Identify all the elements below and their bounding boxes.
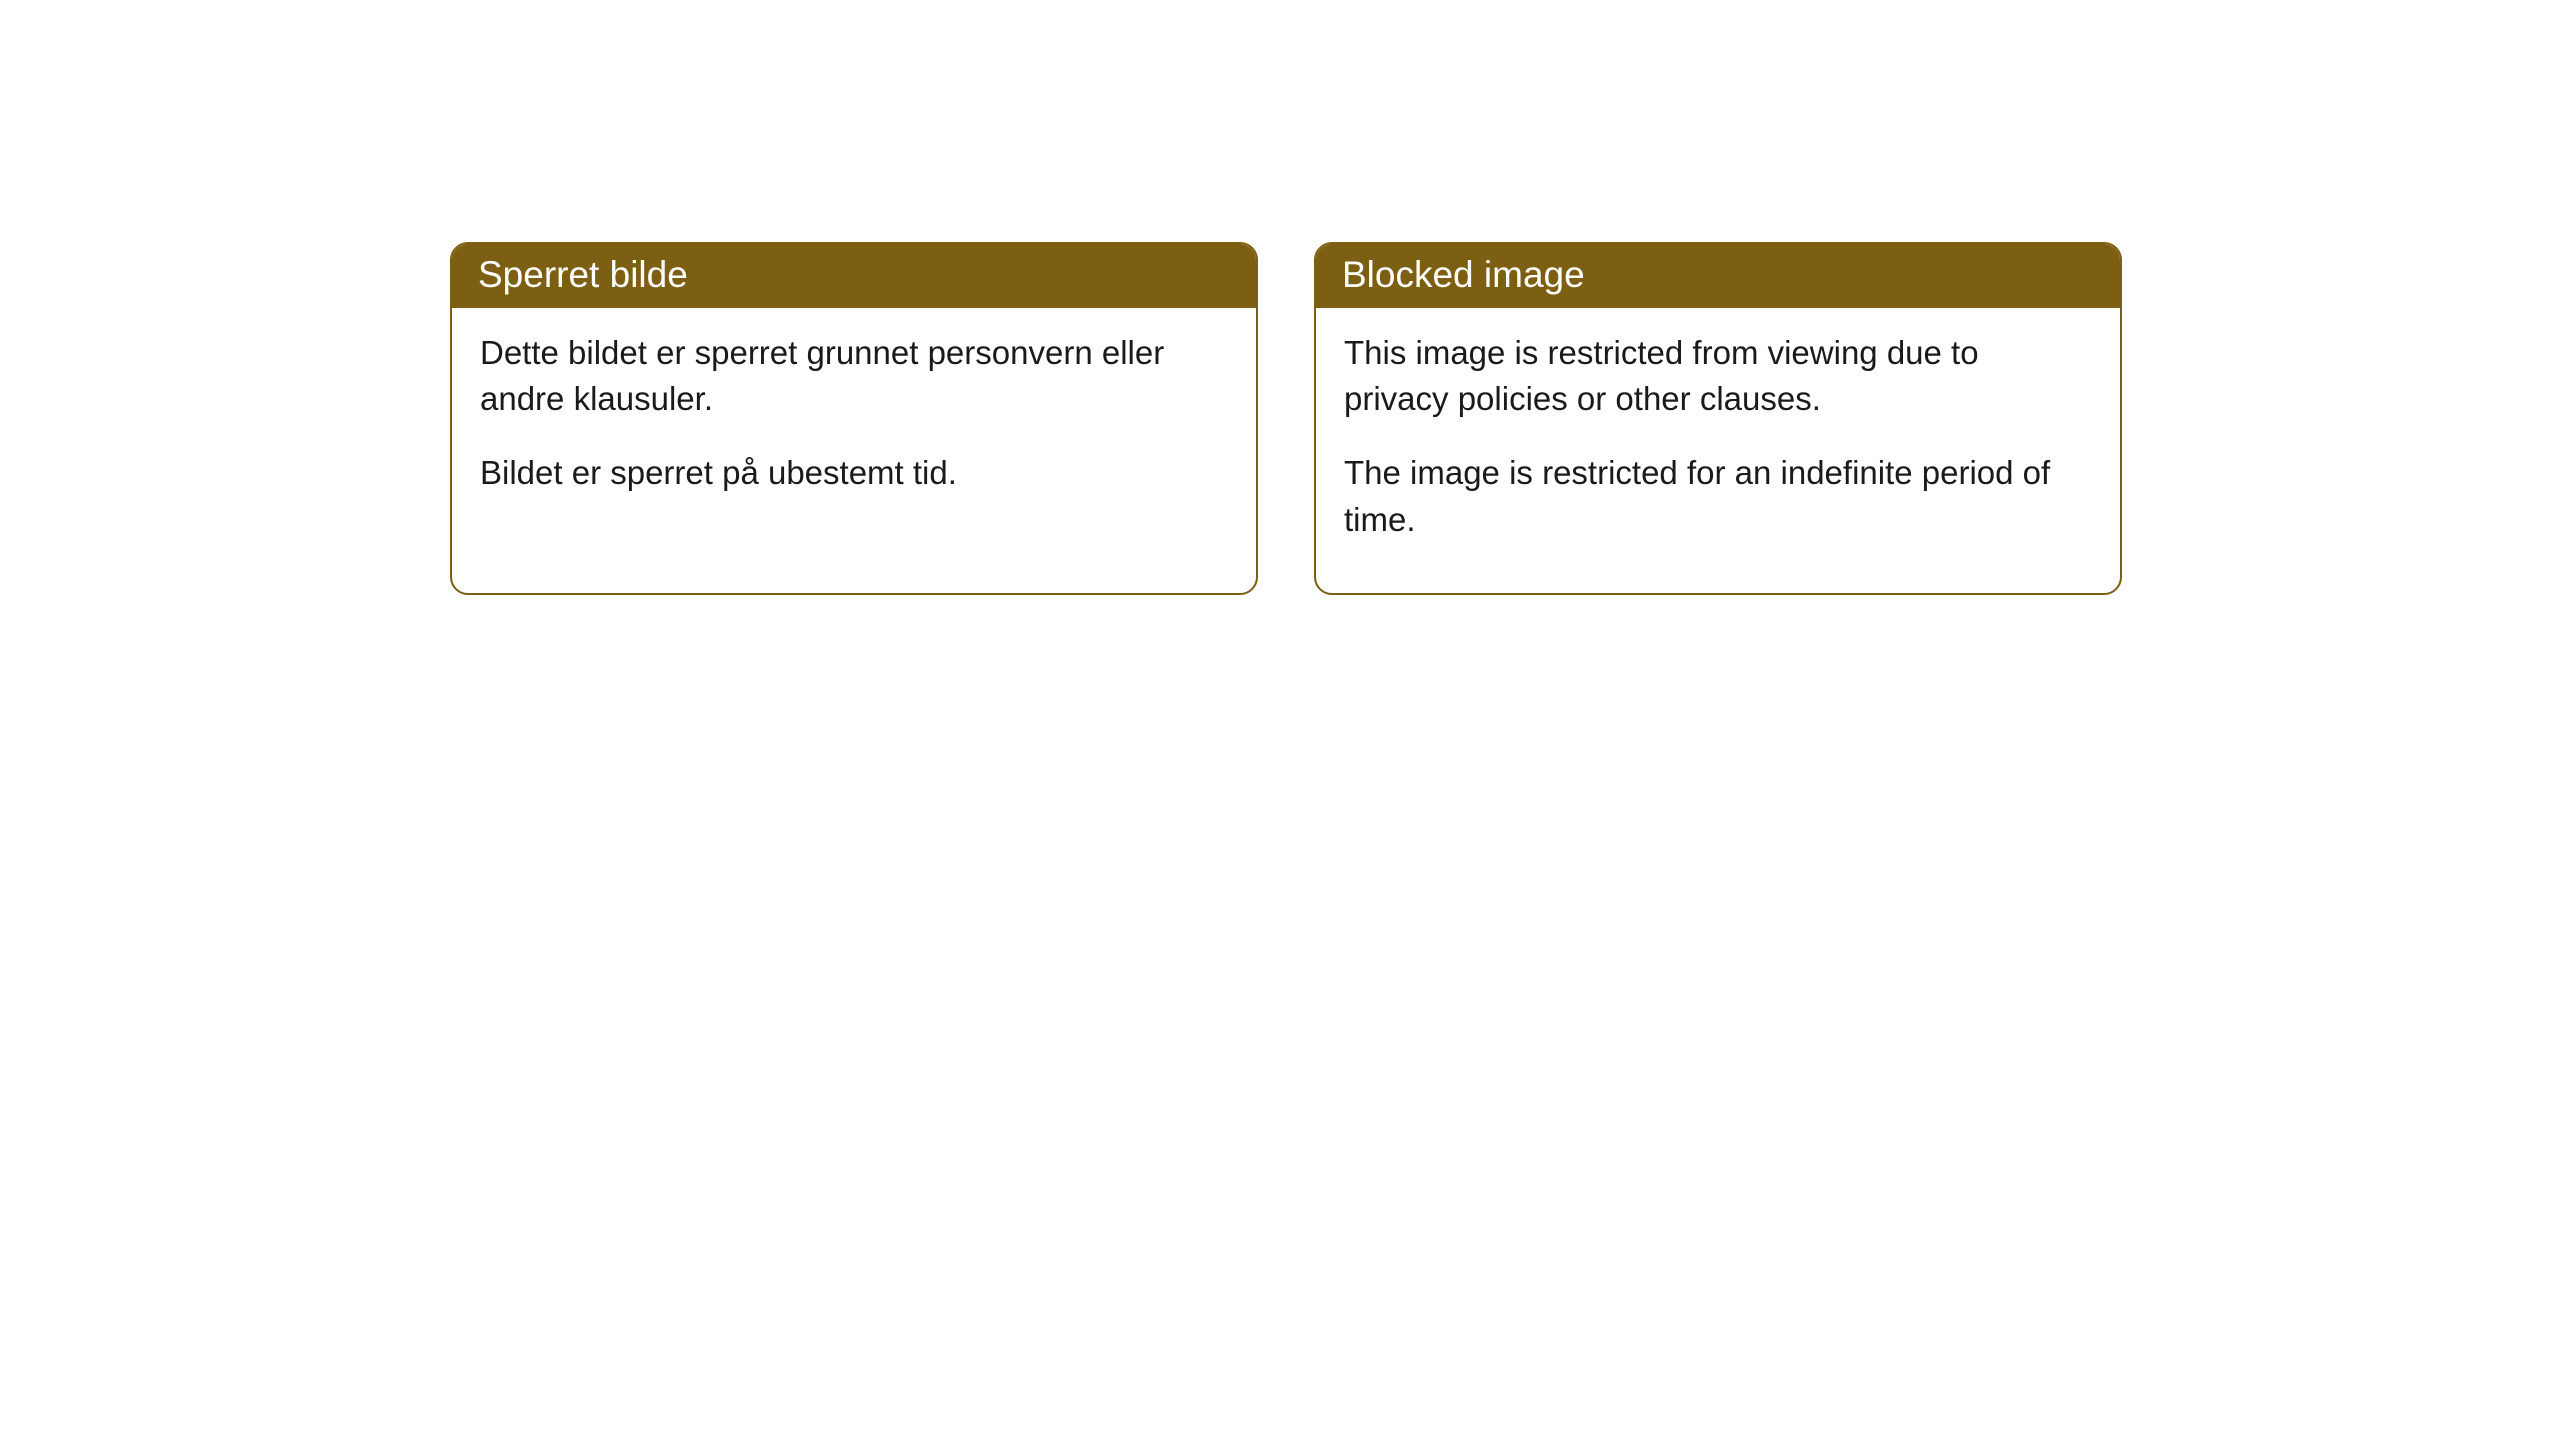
card-text-norwegian-2: Bildet er sperret på ubestemt tid. — [480, 450, 1228, 496]
blocked-image-cards-container: Sperret bilde Dette bildet er sperret gr… — [450, 242, 2122, 595]
card-text-english-2: The image is restricted for an indefinit… — [1344, 450, 2092, 542]
card-body-english: This image is restricted from viewing du… — [1316, 308, 2120, 593]
blocked-image-card-english: Blocked image This image is restricted f… — [1314, 242, 2122, 595]
card-body-norwegian: Dette bildet er sperret grunnet personve… — [452, 308, 1256, 547]
card-header-norwegian: Sperret bilde — [452, 244, 1256, 308]
card-text-english-1: This image is restricted from viewing du… — [1344, 330, 2092, 422]
blocked-image-card-norwegian: Sperret bilde Dette bildet er sperret gr… — [450, 242, 1258, 595]
card-header-english: Blocked image — [1316, 244, 2120, 308]
card-text-norwegian-1: Dette bildet er sperret grunnet personve… — [480, 330, 1228, 422]
